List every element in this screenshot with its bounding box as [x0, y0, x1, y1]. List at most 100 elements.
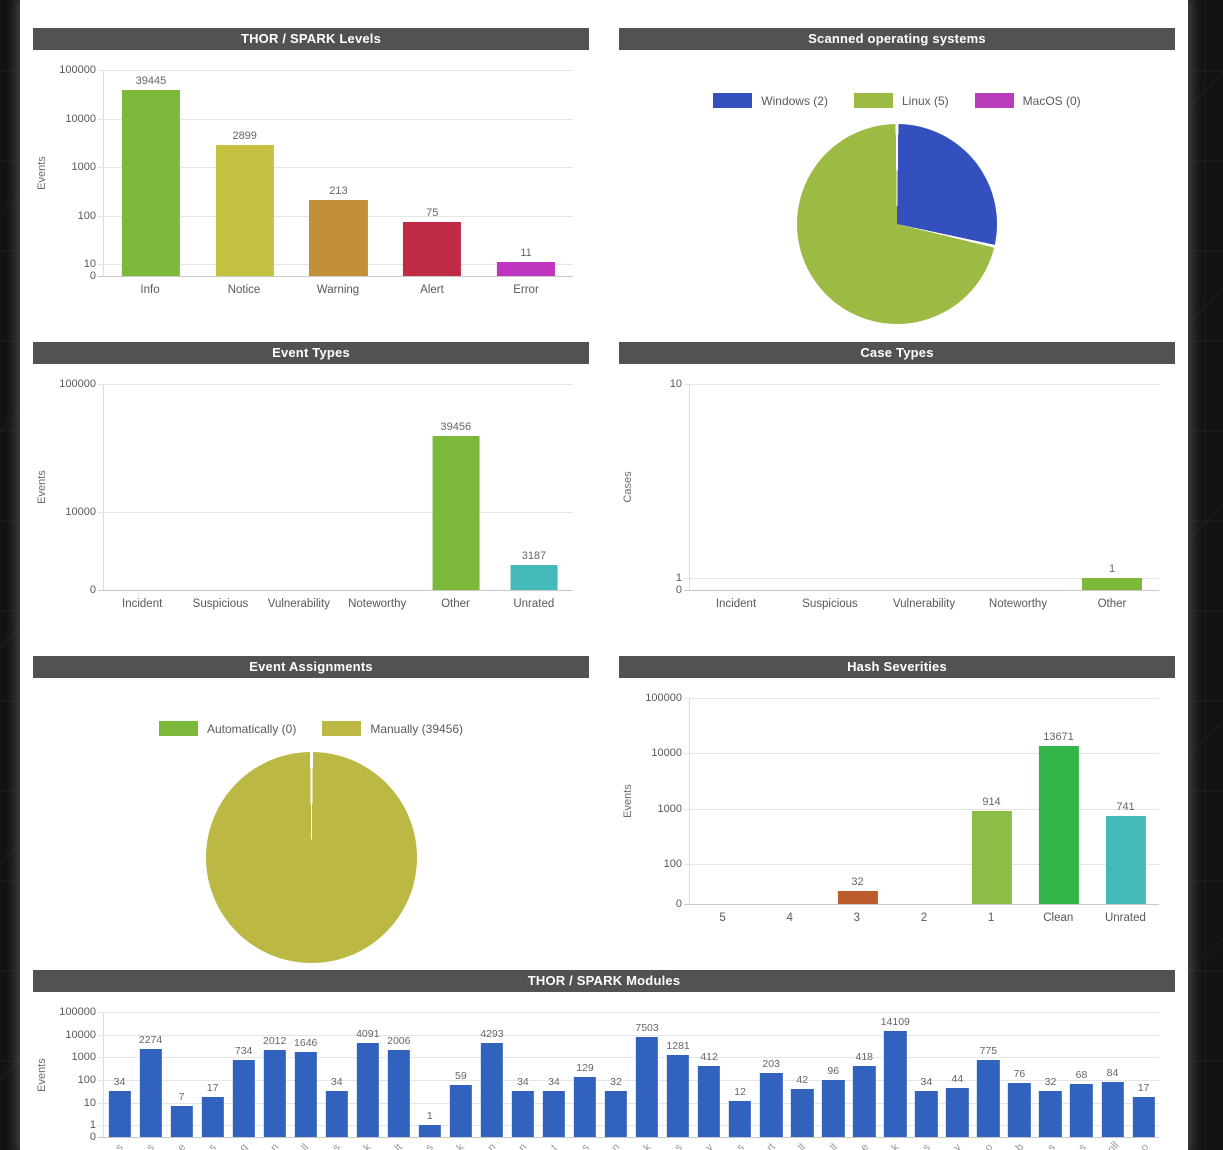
pie-os[interactable] [797, 124, 997, 324]
chart-scanned-operating-systems[interactable]: Windows (2) Linux (5) MacOS (0) [619, 50, 1175, 342]
chart-event-assignments[interactable]: Automatically (0) Manually (39456) [33, 678, 589, 970]
chart-hash-severities[interactable]: Events 100000 10000 1000 100 0 32 914 13671 741 5 4… [619, 678, 1175, 970]
bar-1[interactable] [971, 811, 1012, 904]
panel-title-event-types: Event Types [33, 342, 589, 364]
y-tick-label: 0 [675, 584, 682, 596]
bar-error[interactable] [497, 262, 556, 276]
plot-area[interactable]: Events 100000 10000 1000 100 10 0 39445 2899 213 7… [36, 64, 573, 282]
chart-thor-spark-modules[interactable]: Events 100000 10000 1000 100 10 1 0 34 2274 7 17 734… [33, 992, 1175, 1150]
bar-ll[interactable] [294, 1052, 317, 1137]
x-tick-text: Vulnerability [267, 598, 330, 610]
panel-title-thor-spark-levels: THOR / SPARK Levels [33, 28, 589, 50]
x-tick-label: oll [1097, 1140, 1128, 1150]
bar-s[interactable] [915, 1090, 938, 1137]
plot-area[interactable]: Events 100000 10000 1000 100 0 32 914 13671 741 [622, 692, 1159, 910]
bar-s[interactable] [325, 1090, 348, 1137]
bar-s[interactable] [418, 1125, 441, 1137]
legend-item-manually[interactable]: Manually (39456) [322, 721, 463, 736]
bar-y[interactable] [697, 1066, 721, 1137]
bar-ll[interactable] [822, 1080, 845, 1137]
bar-n[interactable] [263, 1050, 286, 1137]
gridline [98, 590, 573, 591]
bar-rt[interactable] [760, 1073, 783, 1137]
gridline [98, 1079, 1159, 1081]
chart-case-types[interactable]: Cases 10 1 0 1 Incident Suspicious Vulnerabilit… [619, 364, 1175, 656]
x-tick-label: s [1035, 1141, 1066, 1150]
x-tick-label: Unrated [495, 598, 573, 610]
bar-other[interactable] [432, 435, 480, 590]
y-tick-label: 0 [89, 270, 96, 282]
bar-e[interactable] [170, 1106, 193, 1137]
x-tick-label: Notice [197, 284, 291, 296]
bar-slot: 44 [942, 1012, 973, 1137]
bar-alert[interactable] [403, 221, 462, 276]
bar-unrated[interactable] [510, 565, 558, 590]
bar-s[interactable] [728, 1100, 752, 1137]
bar-slot: 32 [1035, 1012, 1066, 1137]
bar-slot: 68 [1066, 1012, 1097, 1137]
bar-chart-modules: Events 100000 10000 1000 100 10 1 0 34 2274 7 17 734… [33, 1006, 1175, 1150]
legend-item-macos[interactable]: MacOS (0) [974, 93, 1081, 108]
chart-event-types[interactable]: Events 100000 10000 0 39456 3187 Incident Suspi… [33, 364, 589, 656]
bar-s[interactable] [666, 1054, 690, 1137]
bar-k[interactable] [635, 1037, 659, 1137]
x-tick-text: Notice [227, 284, 261, 296]
bar-lt[interactable] [387, 1050, 410, 1137]
bar-other[interactable] [1082, 578, 1143, 590]
bar-slot: 1646 [290, 1012, 321, 1137]
plot-area[interactable]: Events 100000 10000 1000 100 10 1 0 34 2274 7 17 734… [36, 1006, 1159, 1143]
y-tick-label: 1 [675, 572, 682, 585]
bar-k[interactable] [449, 1085, 473, 1137]
legend-item-automatically[interactable]: Automatically (0) [158, 721, 296, 736]
bar-o[interactable] [977, 1059, 1000, 1137]
y-tick-label: 100 [663, 858, 682, 871]
bar-g[interactable] [232, 1060, 255, 1137]
bar-unrated[interactable] [1105, 816, 1146, 904]
bar-s[interactable] [1039, 1091, 1062, 1137]
x-tick-text: s [734, 1141, 747, 1150]
x-tick-text: Incident [715, 598, 757, 610]
y-tick-label: 100 [77, 209, 96, 222]
x-tick-text: s [920, 1141, 934, 1150]
bar-s[interactable] [573, 1077, 597, 1137]
legend-swatch [853, 93, 893, 108]
x-tick-text: s [672, 1141, 685, 1150]
bar-n[interactable] [604, 1091, 628, 1137]
legend-item-linux[interactable]: Linux (5) [853, 93, 949, 108]
bar-clean[interactable] [1038, 745, 1079, 904]
gridline [684, 384, 1159, 385]
bar-ll[interactable] [791, 1088, 814, 1137]
bar-notice[interactable] [215, 144, 274, 276]
plot-area[interactable]: Cases 10 1 0 1 [622, 378, 1159, 596]
pie-assignments[interactable] [205, 752, 417, 963]
x-tick-label: 5 [689, 912, 756, 924]
bar-s[interactable] [201, 1097, 224, 1137]
bar-o[interactable] [1132, 1097, 1155, 1137]
bar-warning[interactable] [309, 199, 368, 276]
gridline [98, 1102, 1159, 1104]
bar-oll[interactable] [1101, 1081, 1124, 1137]
bar-s[interactable] [108, 1090, 131, 1137]
bar-k[interactable] [356, 1043, 379, 1137]
bar-3[interactable] [837, 891, 878, 904]
x-tick-label: n [507, 1141, 538, 1150]
bar-s[interactable] [1070, 1083, 1093, 1137]
plot-area[interactable]: Events 100000 10000 0 39456 3187 [36, 378, 573, 596]
bar-e[interactable] [853, 1065, 876, 1137]
bar-y[interactable] [946, 1088, 969, 1137]
bar-k[interactable] [884, 1031, 907, 1137]
bar-n[interactable] [480, 1042, 504, 1137]
bar-value-label: 44 [951, 1073, 964, 1086]
bar-b[interactable] [1008, 1082, 1031, 1137]
bar-info[interactable] [121, 89, 180, 276]
bar-t[interactable] [542, 1090, 566, 1137]
chart-thor-spark-levels[interactable]: Events 100000 10000 1000 100 10 0 39445 2899 213 7… [33, 50, 589, 342]
bar-value-label: 42 [796, 1073, 809, 1086]
x-tick-text: o [982, 1141, 996, 1150]
bar-slot [878, 384, 972, 590]
bar-slot: 34 [538, 1012, 569, 1137]
x-tick-text: y [951, 1141, 965, 1150]
bar-s[interactable] [139, 1049, 162, 1137]
bar-n[interactable] [511, 1090, 535, 1137]
legend-item-windows[interactable]: Windows (2) [713, 93, 828, 108]
